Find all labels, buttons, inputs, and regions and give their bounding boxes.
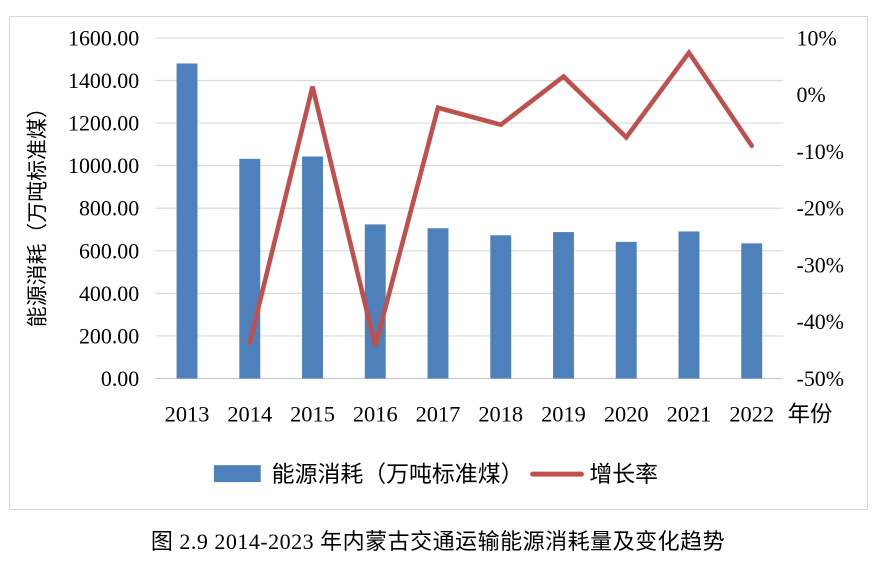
x-axis-tick-label: 2020	[604, 401, 649, 426]
right-axis-tick-label: -40%	[797, 309, 844, 334]
chart-caption: 图 2.9 2014-2023 年内蒙古交通运输能源消耗量及变化趋势	[150, 529, 726, 554]
left-axis-tick-label: 400.00	[79, 281, 139, 306]
left-axis-tick-label: 1600.00	[68, 25, 139, 50]
x-axis-tick-label: 2016	[353, 401, 398, 426]
x-axis-tick-label: 2014	[227, 401, 272, 426]
x-axis-tick-label: 2013	[165, 401, 210, 426]
bar-2016	[364, 224, 386, 379]
right-axis-tick-label: 10%	[797, 25, 837, 50]
legend-bar-label: 能源消耗（万吨标准煤）	[272, 462, 524, 487]
bar-2022	[741, 243, 763, 379]
chart-frame: 1600.00 1400.00 1200.00 1000.00 800.00 600.00…	[9, 16, 868, 510]
left-axis-tick-label: 800.00	[79, 196, 139, 221]
bar-2013	[176, 63, 198, 379]
left-axis-tick-label: 1400.00	[68, 68, 139, 93]
right-axis-tick-label: -20%	[797, 196, 844, 221]
x-axis-tick-label: 2021	[667, 401, 712, 426]
x-axis-tick-label: 2019	[541, 401, 586, 426]
right-axis-tick-label: -50%	[797, 366, 844, 391]
x-axis-tick-label: 2017	[416, 401, 461, 426]
right-axis-tick-label: -10%	[797, 139, 844, 164]
right-axis-tick-label: -30%	[797, 252, 844, 277]
bar-2018	[490, 235, 512, 379]
bar-2020	[615, 241, 637, 379]
x-axis-tick-label: 2022	[729, 401, 774, 426]
y-axis-title: 能源消耗（万吨标准煤）	[26, 97, 50, 327]
chart-canvas: 1600.00 1400.00 1200.00 1000.00 800.00 600.00…	[26, 25, 844, 487]
left-axis-tick-label: 600.00	[79, 238, 139, 263]
bar-2017	[427, 228, 449, 379]
legend-bar-swatch	[213, 465, 261, 483]
right-axis-tick-label: 0%	[797, 82, 826, 107]
x-axis-tick-label: 2015	[290, 401, 335, 426]
x-axis-tick-label: 2018	[478, 401, 523, 426]
legend-line-label: 增长率	[589, 462, 658, 487]
growth-rate-line	[247, 48, 755, 347]
left-axis-tick-label: 1200.00	[68, 111, 139, 136]
x-axis-label: 年份	[788, 401, 833, 426]
bar-2015	[302, 156, 323, 379]
legend: 能源消耗（万吨标准煤） 增长率	[213, 462, 658, 487]
bar-2021	[678, 231, 700, 379]
left-axis-tick-label: 1000.00	[68, 153, 139, 178]
bar-2019	[553, 232, 574, 379]
left-axis-tick-label: 200.00	[79, 323, 139, 348]
bar-2014	[239, 158, 261, 379]
left-axis-tick-label: 0.00	[101, 366, 139, 391]
